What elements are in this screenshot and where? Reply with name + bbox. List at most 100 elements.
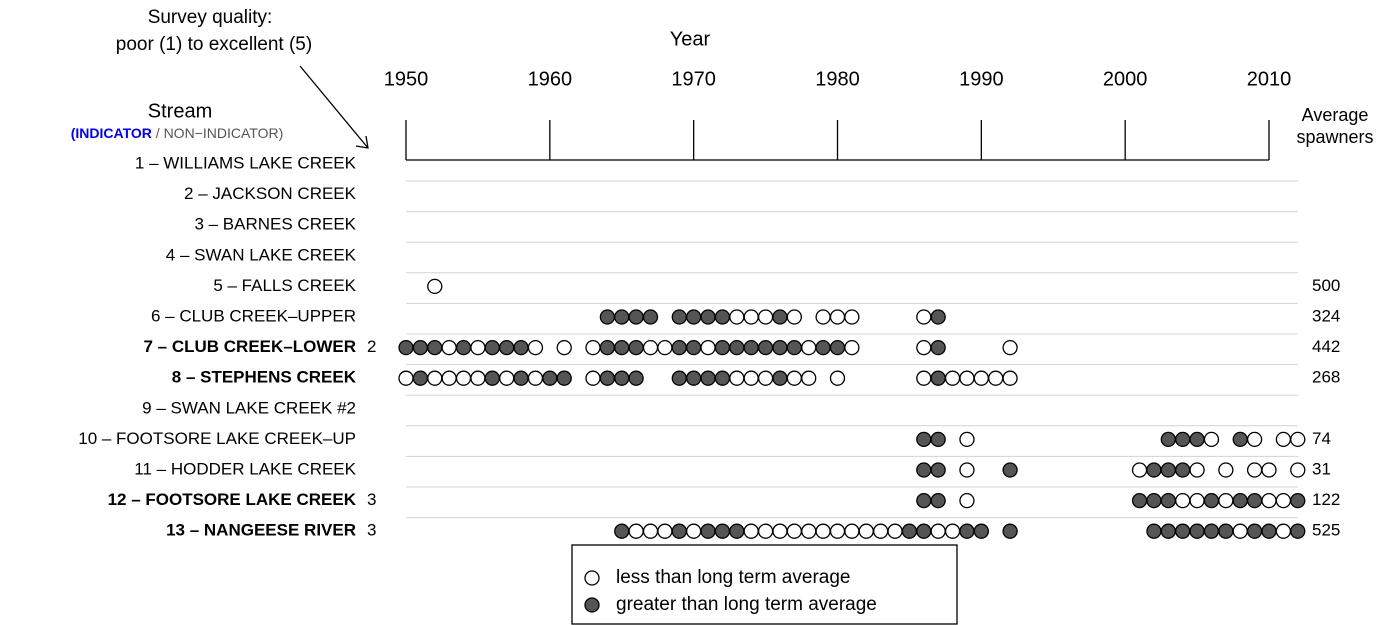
survey-dot: [1261, 523, 1277, 539]
survey-dot: [959, 492, 975, 509]
survey-dot: [714, 370, 731, 386]
x-tick-label: 1960: [528, 68, 573, 90]
survey-dot: [786, 309, 802, 325]
survey-dot: [1232, 431, 1248, 448]
survey-dot: [786, 523, 802, 539]
survey-dot: [973, 370, 989, 386]
survey-dot: [484, 370, 500, 386]
survey-dot: [930, 492, 946, 509]
survey-dot: [743, 523, 759, 539]
arrow-head: [355, 135, 369, 149]
average: 442: [1312, 337, 1340, 356]
legend-marker: [584, 570, 600, 586]
stream-name: 5 – FALLS CREEK: [213, 276, 356, 295]
survey-dot: [873, 523, 889, 539]
survey-dot: [700, 370, 716, 386]
x-axis-label: Year: [670, 28, 711, 50]
survey-dot: [686, 370, 702, 386]
survey-dot: [527, 339, 544, 356]
survey-dot: [1175, 523, 1191, 539]
survey-dot: [398, 370, 414, 386]
survey-dot: [642, 309, 659, 325]
average: 122: [1312, 490, 1340, 509]
survey-dot: [959, 431, 975, 448]
non-indicator-label: / NON−INDICATOR): [156, 125, 283, 141]
survey-dot: [412, 370, 429, 386]
survey-dot: [844, 523, 860, 539]
survey-dot: [628, 309, 644, 325]
survey-dot: [614, 339, 630, 356]
survey-dot: [671, 370, 687, 386]
survey-dot: [916, 309, 932, 325]
survey-dot: [1002, 523, 1018, 539]
survey-dot: [1290, 431, 1306, 448]
survey-dot: [786, 370, 802, 386]
stream-name: 9 – SWAN LAKE CREEK #2: [142, 398, 356, 417]
survey-dot: [772, 370, 788, 386]
survey-dot: [815, 339, 831, 356]
x-tick-label: 1970: [671, 68, 716, 90]
survey-dot: [772, 523, 788, 539]
average: 74: [1312, 429, 1331, 448]
survey-dot: [470, 339, 486, 356]
survey-dot: [484, 339, 500, 356]
survey-dot: [729, 339, 745, 356]
survey-dot: [1175, 431, 1191, 448]
survey-dot: [815, 309, 831, 325]
survey-dot: [1218, 462, 1234, 478]
x-tick-label: 1990: [959, 68, 1004, 90]
survey-dot: [1175, 492, 1191, 509]
survey-dot: [930, 339, 946, 356]
stream-name: 10 – FOOTSORE LAKE CREEK–UP: [78, 429, 356, 448]
survey-dot: [700, 523, 716, 539]
survey-dot: [628, 339, 644, 356]
stream-name: 1 – WILLIAMS LAKE CREEK: [135, 153, 357, 172]
survey-dot: [887, 523, 903, 539]
quality: 3: [367, 490, 376, 509]
survey-dot: [441, 339, 457, 356]
survey-dot: [1290, 462, 1306, 478]
survey-dot: [916, 462, 932, 478]
survey-dot: [959, 370, 975, 386]
survey-dot: [513, 370, 529, 386]
survey-dot: [542, 370, 558, 386]
survey-dot: [1146, 523, 1162, 539]
survey-dot: [930, 523, 946, 539]
survey-dot: [585, 370, 601, 386]
survey-dot: [743, 370, 759, 386]
survey-dot: [1002, 339, 1018, 356]
average: 268: [1312, 368, 1340, 387]
survey-dot: [700, 339, 716, 356]
average: 525: [1312, 521, 1340, 540]
survey-dot: [1246, 492, 1263, 509]
survey-dot: [930, 370, 946, 386]
stream-name: 6 – CLUB CREEK–UPPER: [151, 306, 356, 325]
annotation: poor (1) to excellent (5): [116, 34, 312, 55]
survey-dot: [1246, 462, 1263, 478]
survey-dot: [412, 339, 429, 356]
survey-dot: [671, 339, 687, 356]
average: 31: [1312, 459, 1331, 478]
survey-dot: [729, 523, 745, 539]
survey-dot: [1160, 492, 1176, 509]
survey-dot: [1203, 492, 1220, 509]
survey-dot: [801, 339, 817, 356]
survey-dot: [1189, 462, 1205, 478]
x-tick-label: 2010: [1247, 68, 1292, 90]
survey-dot: [757, 339, 774, 356]
survey-dot: [829, 339, 846, 356]
quality: 3: [367, 521, 376, 540]
survey-dot: [671, 309, 687, 325]
survey-dot: [757, 309, 774, 325]
survey-dot: [729, 309, 745, 325]
survey-dot: [686, 339, 702, 356]
survey-dot: [801, 370, 817, 386]
survey-dot: [801, 523, 817, 539]
survey-dot: [714, 309, 731, 325]
survey-dot: [901, 523, 918, 539]
stream-name: 12 – FOOTSORE LAKE CREEK: [108, 490, 357, 509]
survey-dot: [1232, 523, 1248, 539]
survey-dot: [628, 523, 644, 539]
survey-dot: [757, 370, 774, 386]
survey-dot: [700, 309, 716, 325]
